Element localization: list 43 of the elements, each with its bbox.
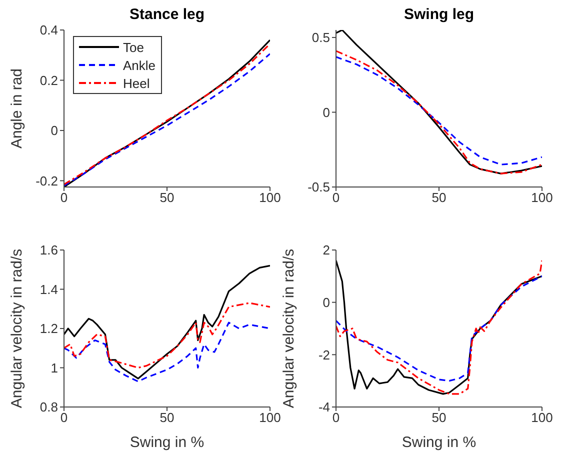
x-tick-label: 0 — [60, 190, 68, 206]
y-tick-label: 2 — [322, 242, 330, 258]
y-tick-label: 0.8 — [40, 400, 58, 415]
y-tick-label: -0.2 — [36, 173, 58, 188]
y-tick-label: -2 — [318, 347, 330, 362]
y-axis-title: Angular velocity in rad/s — [8, 248, 26, 408]
legend-label: Heel — [123, 76, 150, 90]
y-tick-label: -4 — [318, 400, 330, 415]
y-tick-label: 1.2 — [40, 321, 58, 336]
y-tick-label: 0.4 — [40, 22, 58, 38]
chart-title: Swing leg — [402, 6, 475, 23]
line-series — [336, 260, 542, 395]
y-axis-title: Angle in rad — [8, 68, 26, 149]
x-tick-label: 100 — [259, 190, 281, 206]
legend-label: Toe — [123, 40, 144, 54]
x-axis-title: Swing in % — [402, 434, 476, 451]
x-tick-label: 0 — [332, 190, 340, 206]
legend-label: Ankle — [123, 58, 156, 72]
y-tick-label: 1.4 — [40, 282, 58, 297]
y-tick-label: 0.5 — [312, 30, 330, 46]
x-tick-label: 100 — [531, 410, 553, 426]
x-tick-label: 50 — [160, 190, 174, 206]
chart-title: Stance leg — [128, 6, 206, 23]
y-tick-label: 0.2 — [40, 72, 58, 88]
line-series — [64, 264, 270, 380]
line-series — [336, 275, 542, 382]
x-tick-label: 100 — [531, 190, 553, 206]
line-series — [64, 302, 270, 369]
x-tick-label: 0 — [332, 410, 340, 426]
y-tick-label: 1.6 — [40, 242, 58, 258]
y-tick-label: -0.5 — [308, 180, 330, 195]
line-series — [64, 322, 270, 382]
y-tick-label: 0 — [322, 104, 330, 120]
y-axis-title: Angular velocity in rad/s — [280, 248, 298, 408]
x-axis-title: Swing in % — [130, 434, 204, 451]
x-tick-label: 100 — [259, 410, 281, 426]
x-tick-label: 50 — [160, 410, 174, 426]
x-tick-label: 50 — [432, 410, 446, 426]
x-tick-label: 50 — [432, 190, 446, 206]
x-tick-label: 0 — [60, 410, 68, 426]
y-tick-label: 0 — [50, 123, 58, 138]
y-tick-label: 0 — [322, 294, 330, 310]
y-tick-label: 1 — [50, 360, 58, 376]
